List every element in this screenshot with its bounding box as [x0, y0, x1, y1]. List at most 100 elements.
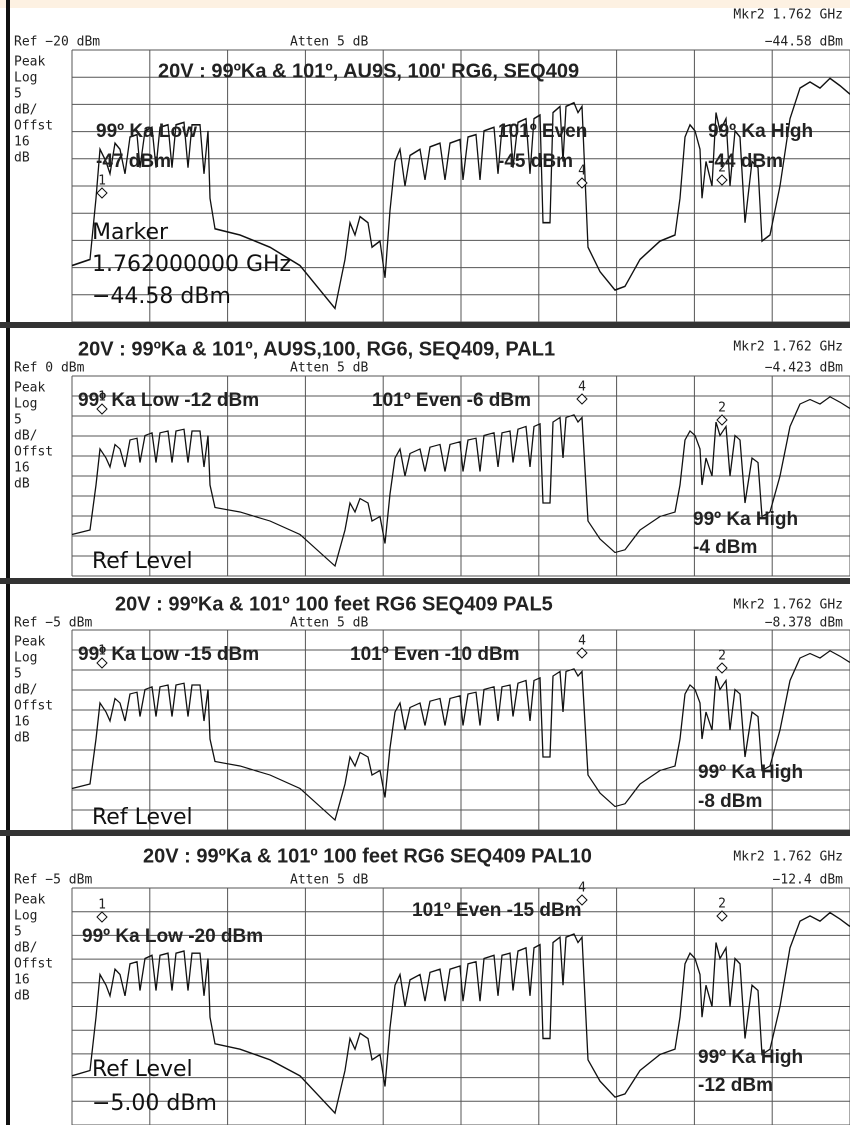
marker-level: −44.58 dBm	[765, 35, 843, 50]
marker-diamond	[716, 662, 728, 674]
panel-title: 20V : 99ºKa & 101º 100 feet RG6 SEQ409 P…	[143, 845, 592, 867]
scale-label: dB	[14, 989, 30, 1004]
annotation: Ref Level	[92, 1057, 193, 1082]
left-edge	[6, 0, 10, 1125]
scale-label: Offst	[14, 445, 53, 460]
marker-diamond	[96, 911, 108, 923]
annotation: −44.58 dBm	[92, 284, 231, 309]
analyzer-panel: Mkr2 1.762 GHz Ref −5 dBm Atten 5 dB −12.4 …	[0, 830, 850, 1125]
scale-label: Peak	[14, 635, 45, 650]
scale-label: Peak	[14, 381, 45, 396]
marker-number: 4	[578, 881, 586, 896]
annotation: 101º Even -10 dBm	[350, 644, 520, 665]
marker-diamond	[96, 403, 108, 415]
scale-label: Peak	[14, 55, 45, 70]
marker-number: 1	[98, 898, 106, 913]
annotation: 101º Even -15 dBm	[412, 900, 582, 921]
panel-separator	[0, 322, 850, 328]
annotation: 99º Ka Low -20 dBm	[82, 926, 263, 947]
annotation: 99º Ka High	[693, 509, 798, 530]
scale-label: 5	[14, 667, 22, 682]
reference-level: Ref −5 dBm	[14, 616, 92, 631]
annotation: -47 dBm	[96, 151, 171, 172]
marker-frequency: Mkr2 1.762 GHz	[733, 850, 843, 865]
marker-number: 2	[718, 897, 726, 912]
panel-separator	[0, 578, 850, 584]
attenuation: Atten 5 dB	[290, 35, 368, 50]
scale-label: Offst	[14, 699, 53, 714]
marker-number: 2	[718, 649, 726, 664]
reference-level: Ref 0 dBm	[14, 361, 85, 376]
marker-diamond	[576, 647, 588, 659]
panel-title: 20V : 99ºKa & 101º 100 feet RG6 SEQ409 P…	[115, 593, 553, 615]
scale-label: dB/	[14, 429, 37, 444]
marker-number: 1	[98, 174, 106, 189]
analyzer-panel: Mkr2 1.762 GHz Ref −5 dBm Atten 5 dB −8.378…	[0, 578, 850, 831]
marker-frequency: Mkr2 1.762 GHz	[733, 598, 843, 613]
scale-label: Log	[14, 651, 37, 666]
attenuation: Atten 5 dB	[290, 361, 368, 376]
annotation: 99º Ka High	[708, 121, 813, 142]
scale-label: dB/	[14, 103, 37, 118]
annotation: -8 dBm	[698, 791, 762, 812]
marker-diamond	[96, 657, 108, 669]
scale-label: Peak	[14, 893, 45, 908]
scale-label: dB	[14, 477, 30, 492]
scale-label: 5	[14, 925, 22, 940]
annotation: Ref Level	[92, 549, 193, 574]
marker-level: −4.423 dBm	[765, 361, 843, 376]
reference-level: Ref −5 dBm	[14, 873, 92, 888]
panel-title: 20V : 99ºKa & 101º, AU9S,100, RG6, SEQ40…	[78, 338, 555, 360]
marker-level: −12.4 dBm	[773, 873, 844, 888]
scale-label: Log	[14, 909, 37, 924]
reference-level: Ref −20 dBm	[14, 35, 100, 50]
annotation: 99º Ka Low -15 dBm	[78, 644, 259, 665]
annotation: 101º Even -6 dBm	[372, 390, 531, 411]
scale-label: 16	[14, 135, 30, 150]
scale-label: Offst	[14, 119, 53, 134]
marker-diamond	[716, 414, 728, 426]
scale-label: Log	[14, 397, 37, 412]
marker-number: 1	[98, 390, 106, 405]
annotation: 99º Ka Low -12 dBm	[78, 390, 259, 411]
annotation: 99º Ka High	[698, 762, 803, 783]
marker-diamond	[576, 177, 588, 189]
annotation: −5.00 dBm	[92, 1091, 217, 1116]
annotation: 1.762000000 GHz	[92, 252, 291, 277]
panel-title: 20V : 99ºKa & 101º, AU9S, 100' RG6, SEQ4…	[158, 60, 579, 82]
annotation: -44 dBm	[708, 151, 783, 172]
annotation: Ref Level	[92, 805, 193, 830]
top-strip	[0, 0, 850, 8]
marker-diamond	[576, 894, 588, 906]
analyzer-panel: Mkr2 1.762 GHz Ref 0 dBm Atten 5 dB −4.423 …	[0, 322, 850, 577]
attenuation: Atten 5 dB	[290, 873, 368, 888]
scale-label: dB	[14, 151, 30, 166]
annotation: 99º Ka Low	[96, 121, 197, 142]
marker-level: −8.378 dBm	[765, 616, 843, 631]
analyzer-panel: Mkr2 1.762 GHz Ref −20 dBm Atten 5 dB −44.5…	[14, 8, 850, 323]
marker-number: 2	[718, 161, 726, 176]
marker-diamond	[96, 187, 108, 199]
annotation: -4 dBm	[693, 537, 757, 558]
annotation: 101º Even	[498, 121, 587, 142]
marker-frequency: Mkr2 1.762 GHz	[733, 340, 843, 355]
scale-label: 16	[14, 715, 30, 730]
scale-label: dB/	[14, 683, 37, 698]
marker-diamond	[576, 393, 588, 405]
scale-label: 16	[14, 973, 30, 988]
annotation: 99º Ka High	[698, 1047, 803, 1068]
attenuation: Atten 5 dB	[290, 616, 368, 631]
marker-number: 1	[98, 644, 106, 659]
scale-label: dB	[14, 731, 30, 746]
scale-label: 5	[14, 87, 22, 102]
marker-frequency: Mkr2 1.762 GHz	[733, 8, 843, 23]
marker-number: 4	[578, 380, 586, 395]
annotation: Marker	[92, 220, 169, 245]
marker-diamond	[716, 910, 728, 922]
scale-label: 5	[14, 413, 22, 428]
marker-number: 2	[718, 401, 726, 416]
annotation: -12 dBm	[698, 1075, 773, 1096]
annotation: -45 dBm	[498, 151, 573, 172]
marker-number: 4	[578, 634, 586, 649]
